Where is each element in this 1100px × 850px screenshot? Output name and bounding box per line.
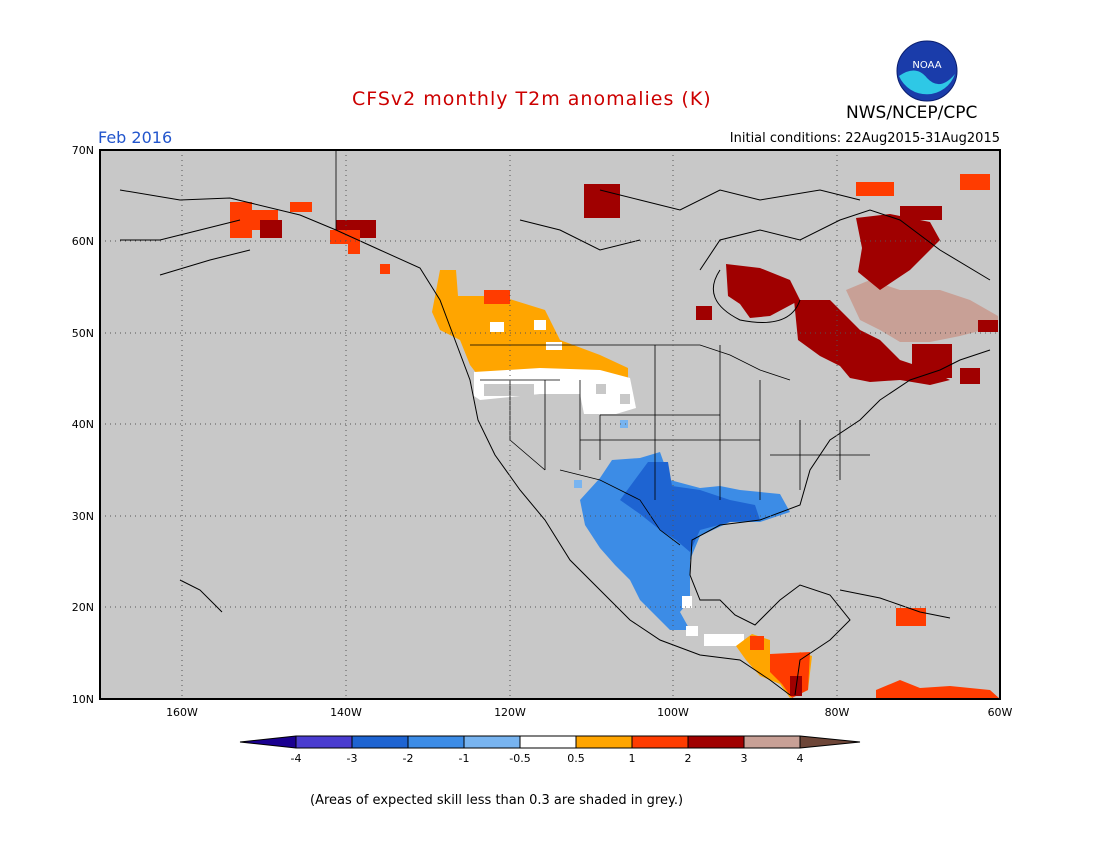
logo-text: NOAA — [912, 60, 941, 71]
map-frame — [99, 149, 1001, 700]
colorbar-tick: -3 — [346, 752, 358, 765]
colorbar-low-arrow — [240, 736, 296, 748]
lon-label-60w: 60W — [987, 706, 1013, 719]
lon-label-100w: 100W — [657, 706, 689, 719]
coastlines — [119, 189, 991, 696]
colorbar-tick: 3 — [740, 752, 748, 765]
lat-label-70n: 70N — [71, 144, 94, 157]
lon-label-160w: 160W — [166, 706, 198, 719]
colorbar-tick: 1 — [628, 752, 636, 765]
lon-label-120w: 120W — [494, 706, 526, 719]
map-title: CFSv2 monthly T2m anomalies (K) — [352, 88, 712, 110]
lon-label-80w: 80W — [824, 706, 850, 719]
lon-label-140w: 140W — [330, 706, 362, 719]
political-boundaries — [335, 150, 870, 546]
graticule — [100, 150, 1000, 699]
lat-label-50n: 50N — [71, 327, 94, 340]
skill-note: (Areas of expected skill less than 0.3 a… — [310, 793, 684, 808]
colorbar-tick: -1 — [458, 752, 470, 765]
noaa-logo-icon: NOAA — [896, 40, 958, 102]
lat-label-30n: 30N — [71, 510, 94, 523]
lat-label-60n: 60N — [71, 235, 94, 248]
colorbar-high-arrow — [800, 736, 860, 748]
colorbar — [239, 735, 861, 749]
colorbar-tick: -2 — [402, 752, 414, 765]
lat-label-20n: 20N — [71, 601, 94, 614]
colorbar-tick: 0.5 — [567, 752, 585, 765]
lat-label-10n: 10N — [71, 693, 94, 706]
colorbar-tick: -4 — [290, 752, 302, 765]
colorbar-tick: 4 — [796, 752, 804, 765]
colorbar-tick: 2 — [684, 752, 692, 765]
initial-conditions: Initial conditions: 22Aug2015-31Aug2015 — [729, 131, 1000, 146]
lat-label-40n: 40N — [71, 418, 94, 431]
colorbar-tick: -0.5 — [509, 752, 531, 765]
forecast-month: Feb 2016 — [98, 128, 173, 147]
agency-label: NWS/NCEP/CPC — [846, 103, 978, 123]
